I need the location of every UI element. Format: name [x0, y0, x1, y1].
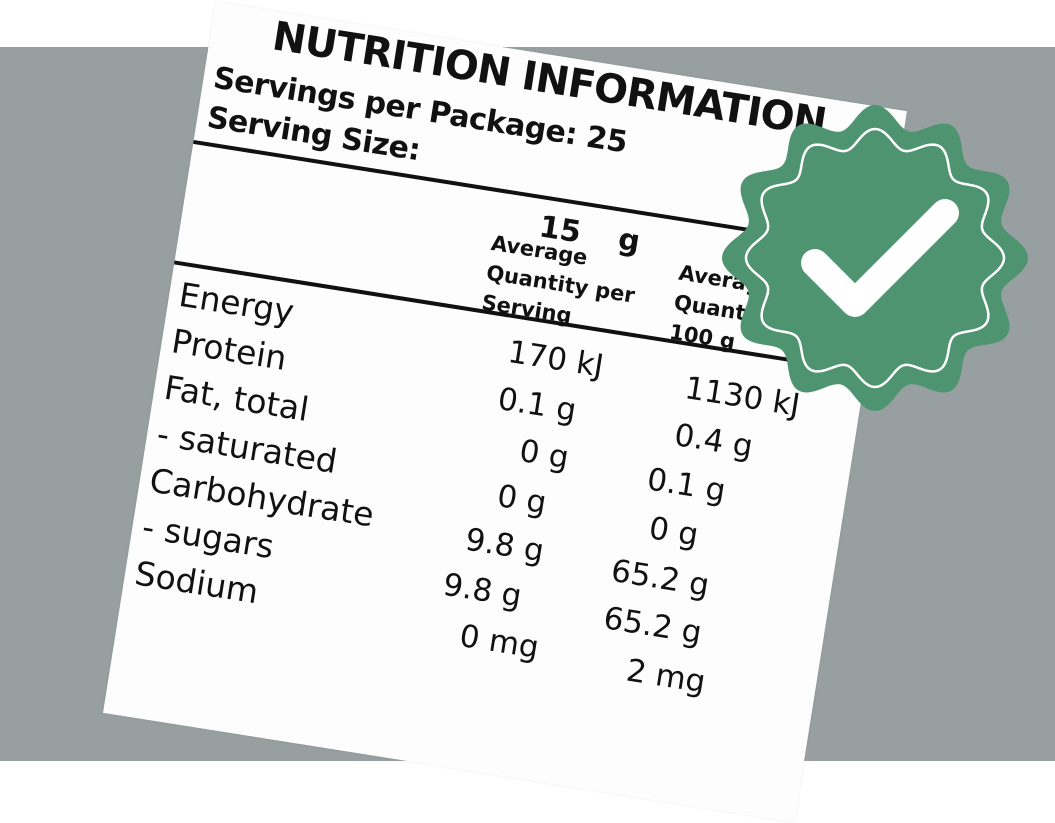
nutrient-label: Protein — [169, 321, 290, 378]
per-100g-value: 65.2 g — [608, 552, 712, 604]
per-serving-value: 9.8 g — [440, 566, 525, 615]
per-serving-value: 0 g — [517, 433, 572, 477]
nutrient-label: Sodium — [132, 553, 262, 612]
per-100g-value: 2 mg — [623, 652, 708, 701]
seal-inner-ring — [744, 127, 1006, 389]
per-serving-value: 9.8 g — [462, 521, 547, 570]
per-100g-value: 65.2 g — [601, 600, 705, 652]
checkmark-seal-icon — [722, 105, 1028, 411]
per-serving-value: 0.1 g — [495, 380, 579, 429]
per-serving-value: 0 mg — [457, 617, 542, 666]
seal-shape — [722, 105, 1028, 411]
per-100g-value: 0 g — [646, 510, 701, 554]
per-serving-value: 170 kJ — [505, 334, 607, 385]
per-serving-value: 0 g — [494, 478, 549, 522]
per-100g-value: 0.1 g — [644, 461, 729, 510]
checkmark-icon — [801, 199, 959, 317]
nutrient-label: Energy — [176, 274, 297, 332]
